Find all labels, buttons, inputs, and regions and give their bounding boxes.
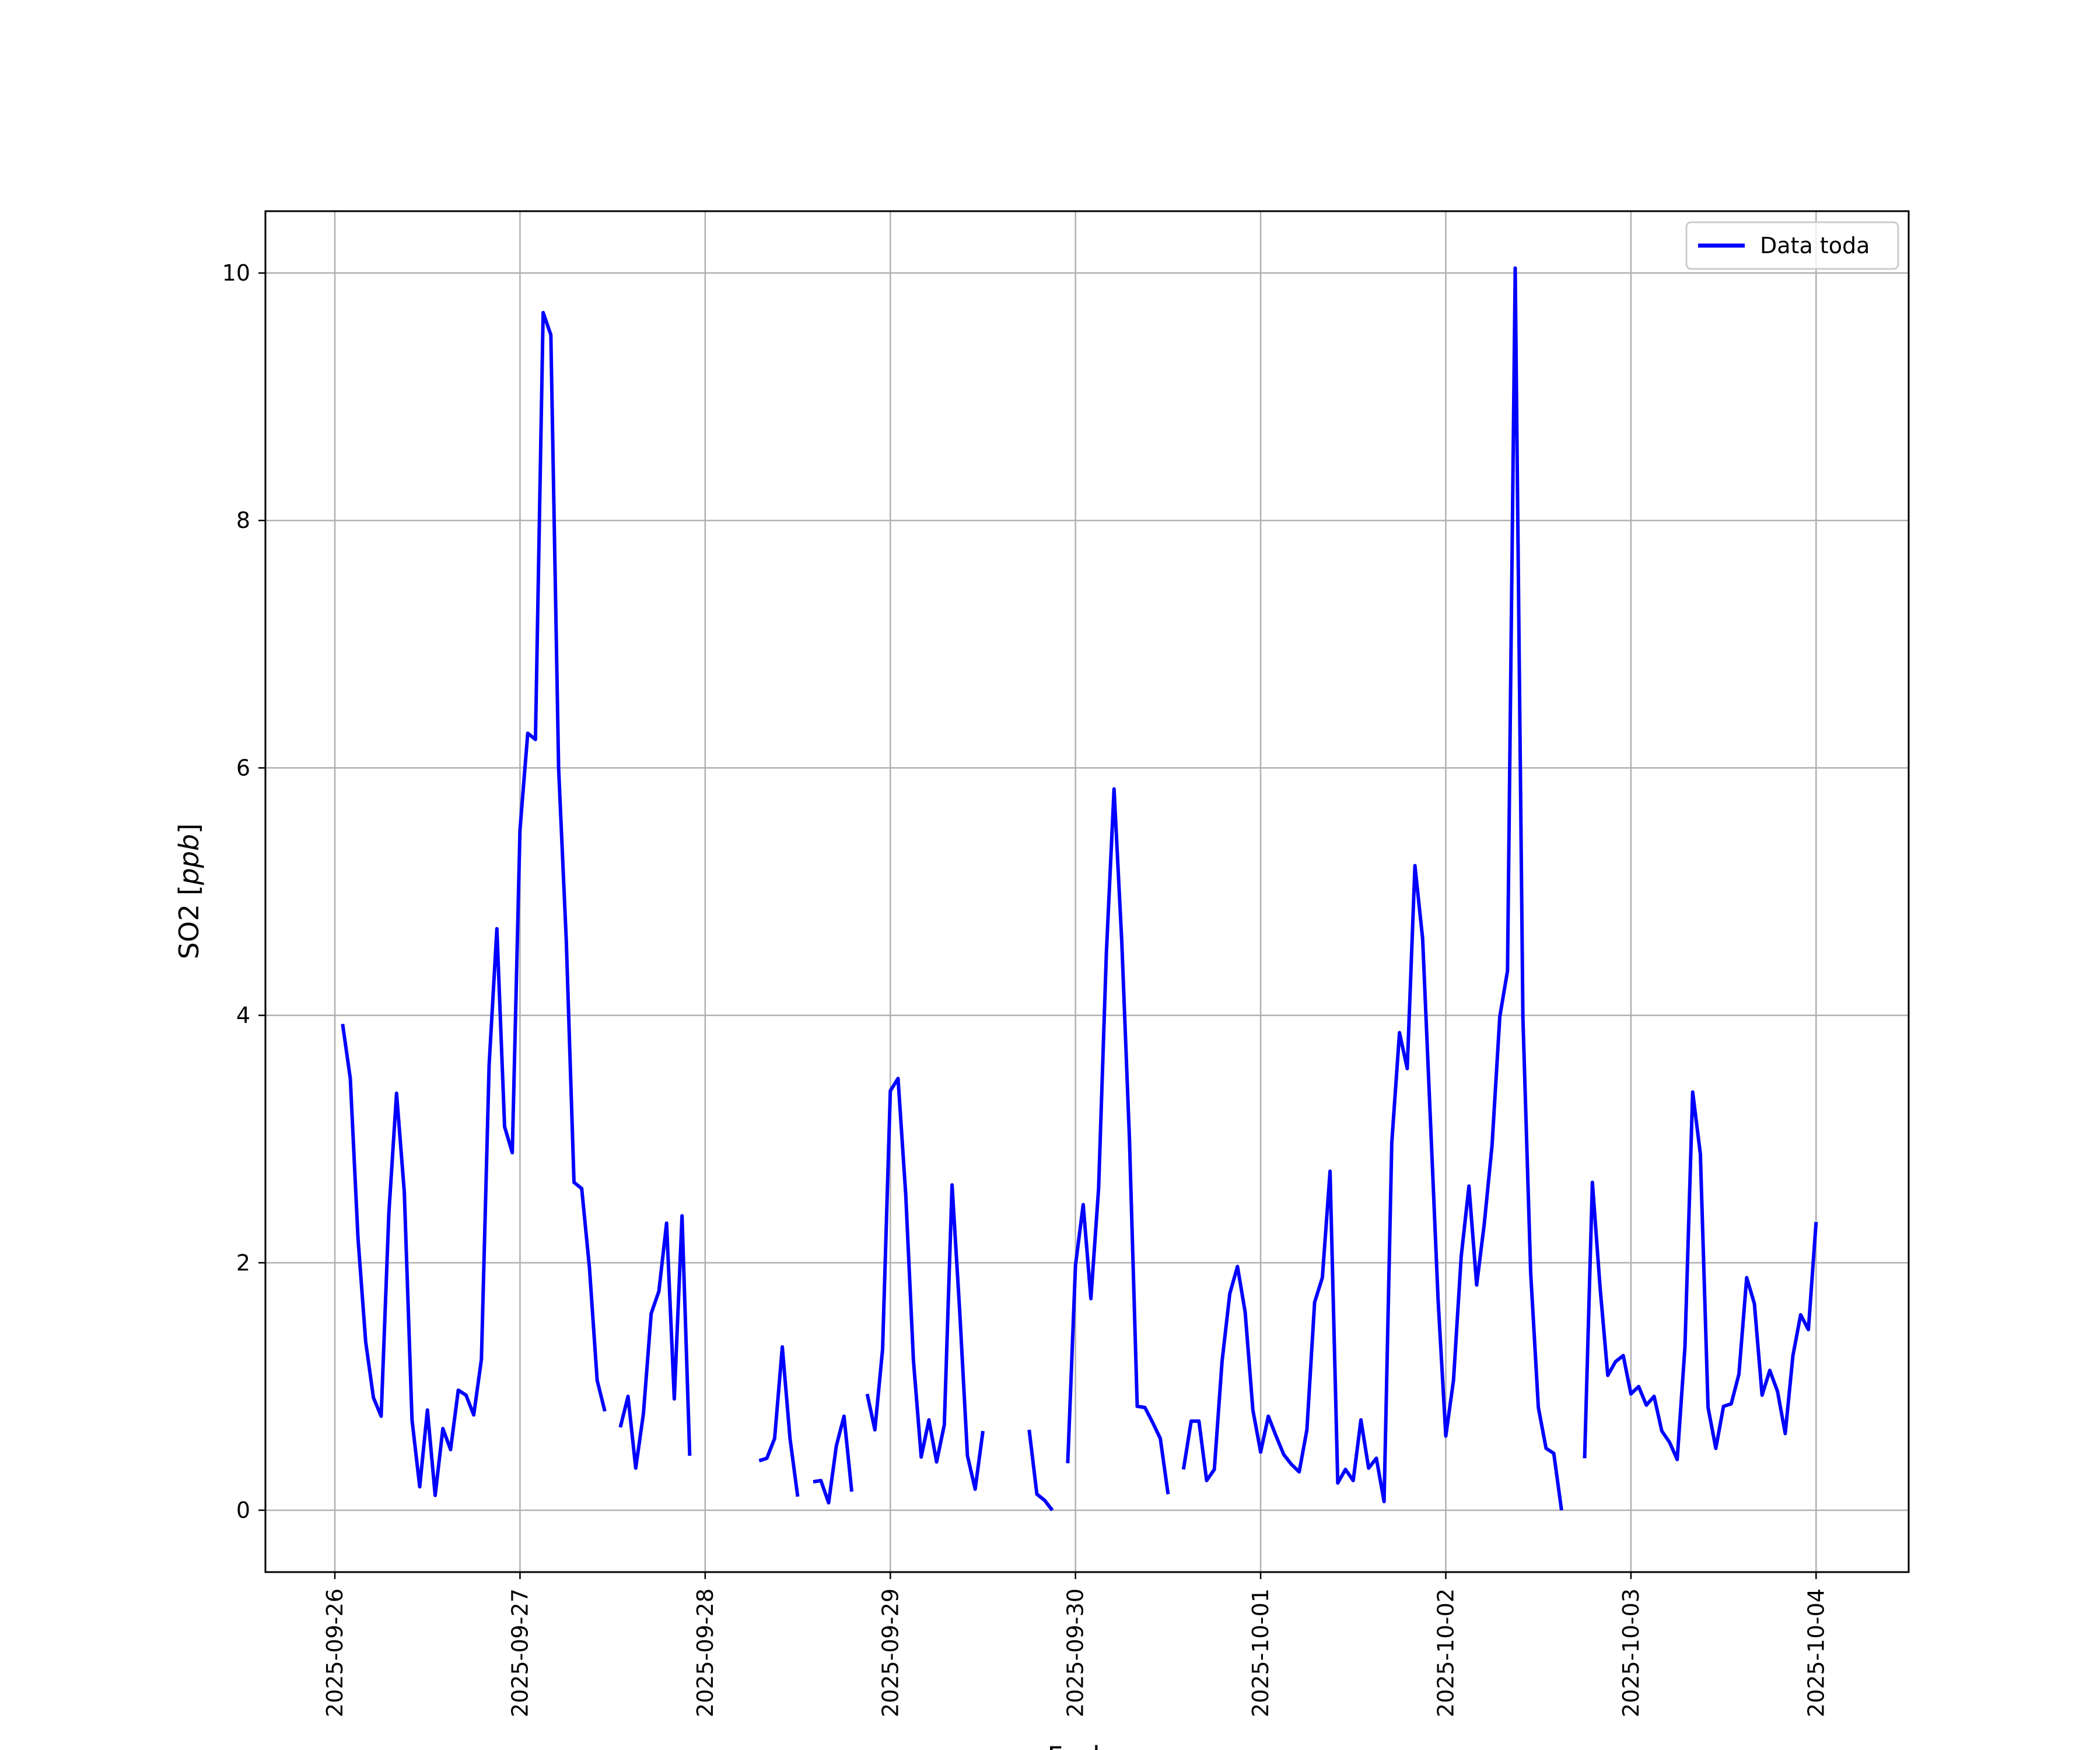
y-tick-label: 2 (236, 1250, 250, 1276)
series-line-segment (758, 1345, 800, 1497)
y-axis-label: SO2 [ppb] (173, 824, 205, 960)
x-tick-label: 2025-10-01 (1248, 1588, 1273, 1717)
x-tick-label: 2025-10-04 (1803, 1588, 1829, 1717)
y-axis-ticks: 0 2 4 6 8 10 (222, 260, 265, 1523)
x-axis-ticks: 2025-09-26 2025-09-27 2025-09-28 2025-09-29… (322, 1572, 1829, 1717)
series-line-segment (865, 1076, 985, 1491)
y-axis-label-close: ] (173, 824, 205, 834)
grid-lines (265, 211, 1909, 1572)
x-tick-label: 2025-09-29 (877, 1588, 903, 1717)
x-tick-label: 2025-10-03 (1618, 1588, 1644, 1717)
y-axis-label-main: SO2 [ (173, 885, 205, 959)
x-tick-label: 2025-09-26 (322, 1588, 348, 1717)
legend-box (1685, 221, 1899, 270)
series-lines (341, 266, 1818, 1511)
series-line-segment (1027, 1429, 1054, 1511)
series-line-segment (1181, 266, 1563, 1511)
series-line-segment (618, 1214, 692, 1470)
x-axis-label: Fecha (1048, 1741, 1126, 1750)
series-line-segment (1583, 1090, 1818, 1461)
plot-frame (264, 210, 1910, 1573)
x-tick-label: 2025-09-27 (507, 1588, 533, 1717)
x-tick-label: 2025-09-28 (692, 1588, 718, 1717)
series-line-segment (813, 1414, 854, 1505)
y-tick-label: 6 (236, 755, 250, 780)
y-tick-label: 4 (236, 1003, 250, 1028)
y-tick-label: 8 (236, 508, 250, 533)
series-line-segment (341, 310, 607, 1497)
series-line-segment (1066, 787, 1170, 1494)
x-tick-label: 2025-10-02 (1433, 1588, 1458, 1717)
legend: Data toda (1685, 221, 1899, 270)
legend-label: Data toda (1760, 233, 1870, 258)
y-tick-label: 0 (236, 1497, 250, 1523)
y-axis-label-unit: ppb (173, 834, 205, 886)
x-tick-label: 2025-09-30 (1063, 1588, 1088, 1717)
y-tick-label: 10 (222, 260, 250, 286)
